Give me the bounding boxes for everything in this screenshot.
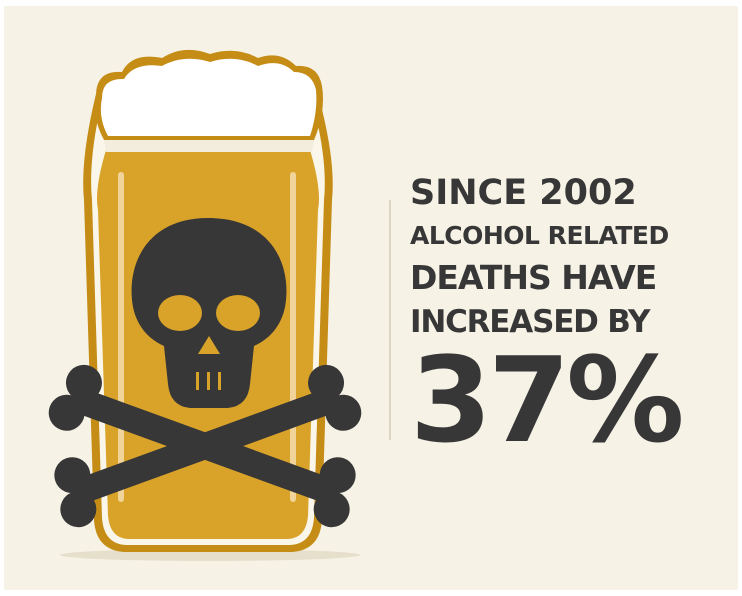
beer-foam-inner (100, 58, 317, 136)
skull-icon (131, 218, 287, 408)
divider (389, 200, 391, 440)
foam-band (104, 140, 314, 152)
statistic-text: SINCE 2002 ALCOHOL RELATED DEATHS HAVE I… (410, 170, 730, 460)
headline-line-3: DEATHS HAVE (410, 258, 657, 297)
foam-bubble (267, 92, 279, 104)
headline-line-2: ALCOHOL RELATED (410, 221, 669, 250)
headline-line-1: SINCE 2002 (410, 173, 637, 213)
foam-bubble (283, 80, 291, 88)
headline-line-4: INCREASED BY (410, 304, 650, 340)
foam-bubble (256, 80, 264, 88)
crossbones-icon (48, 364, 362, 528)
glass-highlight (118, 172, 124, 502)
percentage-value: 37% (410, 331, 684, 469)
glass-highlight (290, 172, 296, 502)
